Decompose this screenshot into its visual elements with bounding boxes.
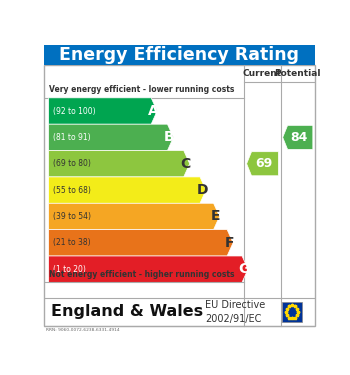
Text: (21 to 38): (21 to 38) xyxy=(53,238,90,248)
Polygon shape xyxy=(49,177,206,203)
Text: (39 to 54): (39 to 54) xyxy=(53,212,91,221)
Text: Very energy efficient - lower running costs: Very energy efficient - lower running co… xyxy=(49,86,234,94)
Polygon shape xyxy=(49,124,173,150)
Polygon shape xyxy=(49,150,190,177)
Bar xyxy=(282,302,302,322)
Text: (55 to 68): (55 to 68) xyxy=(53,186,91,195)
Bar xyxy=(44,45,315,65)
Text: Current: Current xyxy=(243,69,282,78)
Text: (92 to 100): (92 to 100) xyxy=(53,106,95,116)
Text: Not energy efficient - higher running costs: Not energy efficient - higher running co… xyxy=(49,270,234,279)
Polygon shape xyxy=(49,203,219,229)
Text: G: G xyxy=(238,262,250,276)
Text: C: C xyxy=(181,157,191,171)
Text: EU Directive
2002/91/EC: EU Directive 2002/91/EC xyxy=(205,300,265,324)
Text: England & Wales: England & Wales xyxy=(50,304,203,320)
Polygon shape xyxy=(49,256,248,282)
Text: F: F xyxy=(224,236,234,250)
Polygon shape xyxy=(283,125,313,149)
Text: (81 to 91): (81 to 91) xyxy=(53,133,90,142)
Text: (69 to 80): (69 to 80) xyxy=(53,159,91,168)
Text: E: E xyxy=(211,210,220,224)
Polygon shape xyxy=(247,152,278,176)
Text: Energy Efficiency Rating: Energy Efficiency Rating xyxy=(60,46,299,64)
Text: Potential: Potential xyxy=(274,69,321,78)
Text: (1 to 20): (1 to 20) xyxy=(53,265,86,274)
Polygon shape xyxy=(49,98,157,124)
Text: D: D xyxy=(196,183,208,197)
Text: RRN: 9060-0072-6238-6331-4914: RRN: 9060-0072-6238-6331-4914 xyxy=(47,328,120,332)
Polygon shape xyxy=(49,230,233,256)
Text: A: A xyxy=(148,104,159,118)
Text: B: B xyxy=(164,130,175,144)
Text: 69: 69 xyxy=(256,157,273,170)
Text: 84: 84 xyxy=(290,131,308,144)
